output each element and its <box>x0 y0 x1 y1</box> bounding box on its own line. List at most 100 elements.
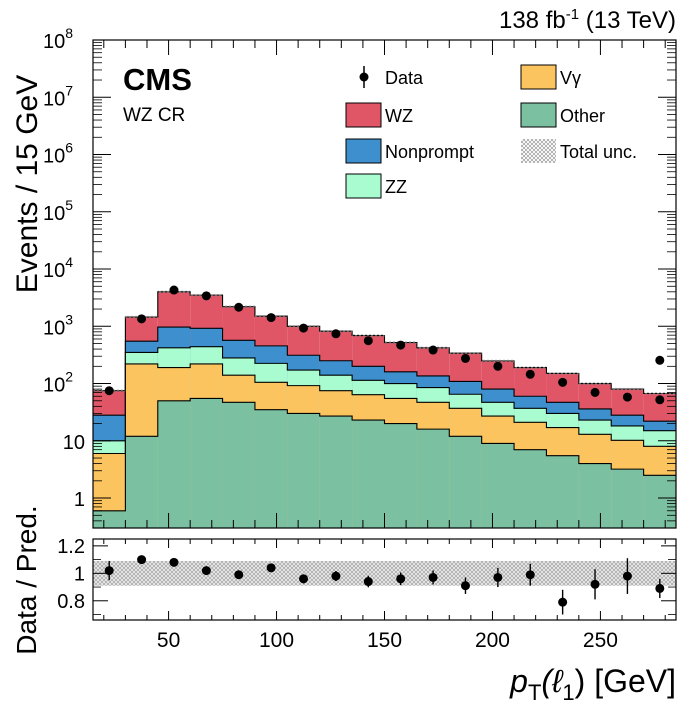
ratio-y-axis-title: Data / Pred. <box>11 505 42 654</box>
data-points <box>104 285 665 405</box>
stack-bar <box>514 449 547 528</box>
legend: Data WZ Nonprompt ZZ Vγ Other <box>345 64 637 199</box>
data-point <box>137 314 147 324</box>
legend-zz-swatch <box>345 173 382 199</box>
legend-vgamma: Vγ <box>520 64 581 90</box>
data-point <box>266 313 276 323</box>
x-tick-label: 150 <box>367 629 402 652</box>
unc-band-bin <box>578 382 612 385</box>
legend-total-unc: Total unc. <box>521 139 637 163</box>
ratio-point <box>558 597 568 607</box>
legend-zz-label: ZZ <box>385 177 407 197</box>
legend-wz: WZ <box>345 102 413 128</box>
stack-bar <box>643 475 676 528</box>
data-point <box>590 387 600 397</box>
data-point <box>525 369 535 379</box>
data-point <box>299 323 309 333</box>
unc-band-bin <box>449 351 482 355</box>
data-point <box>104 386 114 396</box>
ratio-y-tick-label: 1 <box>74 563 85 585</box>
unc-band-bin <box>352 334 385 337</box>
data-point <box>169 285 179 295</box>
ratio-point <box>169 557 179 567</box>
y-tick-label: 108 <box>43 25 73 53</box>
unc-band-bin <box>643 392 676 395</box>
data-point <box>201 291 211 301</box>
ratio-point <box>299 574 309 584</box>
ratio-y-axis: 0.8 1 1.2 <box>57 536 676 615</box>
stack-bar <box>190 398 223 528</box>
data-point <box>558 377 568 387</box>
x-axis-title: pT(ℓ1) [GeV] <box>509 663 676 703</box>
stack-outline <box>93 346 676 442</box>
stack-outline <box>93 326 676 422</box>
ratio-point <box>363 577 373 587</box>
data-point <box>622 392 632 402</box>
ratio-points <box>104 555 665 615</box>
experiment-label: CMS <box>123 62 192 97</box>
y-tick-label: 103 <box>43 311 73 339</box>
stack-bar <box>125 436 158 528</box>
x-tick-label: 250 <box>583 629 618 652</box>
unc-band-bin <box>514 366 547 369</box>
stack-bar <box>319 416 353 528</box>
legend-other: Other <box>520 102 605 128</box>
stack-bar <box>352 420 385 528</box>
data-point <box>428 345 438 355</box>
stack-bar <box>93 510 126 528</box>
main-y-axis: 1 10 102 103 104 105 106 107 108 <box>43 25 676 522</box>
y-tick-label: 107 <box>43 82 73 110</box>
data-point <box>655 355 665 365</box>
legend-vgamma-swatch <box>520 64 557 90</box>
stack-bar <box>287 413 320 528</box>
ratio-x-axis: 50 100 150 200 250 <box>103 539 666 652</box>
legend-other-swatch <box>520 102 557 128</box>
stack-outline <box>93 397 676 512</box>
data-point <box>396 340 406 350</box>
legend-wz-swatch <box>345 102 382 128</box>
ratio-point <box>493 572 503 582</box>
ratio-y-tick-label: 0.8 <box>57 591 85 613</box>
legend-data: Data <box>359 66 424 88</box>
ratio-y-tick-label: 1.2 <box>57 536 85 558</box>
legend-total-unc-label: Total unc. <box>560 142 637 162</box>
data-point <box>234 302 244 312</box>
y-tick-label: 105 <box>43 197 73 225</box>
unc-band-bin <box>481 359 515 363</box>
stack-bar <box>481 443 515 528</box>
ratio-point <box>396 574 406 584</box>
ratio-point <box>590 579 600 589</box>
y-tick-label: 104 <box>43 254 73 282</box>
legend-wz-label: WZ <box>385 106 413 126</box>
main-x-ticks <box>103 40 666 528</box>
data-point <box>460 353 470 363</box>
stack-bar <box>416 429 450 528</box>
legend-nonprompt: Nonprompt <box>345 138 474 164</box>
ratio-point <box>331 571 341 581</box>
data-point <box>493 361 503 371</box>
stack-outline <box>93 363 676 455</box>
ratio-point <box>525 570 535 580</box>
y-tick-label: 10 <box>63 432 85 454</box>
y-tick-label: 1 <box>74 489 85 511</box>
y-tick-label: 102 <box>43 369 73 397</box>
legend-nonprompt-swatch <box>345 138 382 164</box>
ratio-panel: 0.8 1 1.2 50 100 150 200 250 Data / Pred. pT(ℓ… <box>11 505 677 703</box>
ratio-point <box>201 566 211 576</box>
stacked-histogram <box>93 291 676 528</box>
data-point <box>655 395 665 405</box>
stack-bar <box>578 463 612 528</box>
legend-data-label: Data <box>385 68 424 88</box>
ratio-point <box>622 571 632 581</box>
ratio-point <box>460 581 470 591</box>
main-panel: 1 10 102 103 104 105 106 107 108 CMS WZ CR Data … <box>11 25 677 529</box>
legend-zz: ZZ <box>345 173 407 199</box>
data-point <box>363 336 373 346</box>
legend-total-unc-swatch <box>521 139 556 163</box>
unc-band-bin <box>546 372 579 375</box>
stack-bar <box>384 423 417 528</box>
stack-bar <box>254 409 288 528</box>
ratio-uncertainty-band <box>93 560 676 586</box>
ratio-unc-band <box>93 560 676 586</box>
